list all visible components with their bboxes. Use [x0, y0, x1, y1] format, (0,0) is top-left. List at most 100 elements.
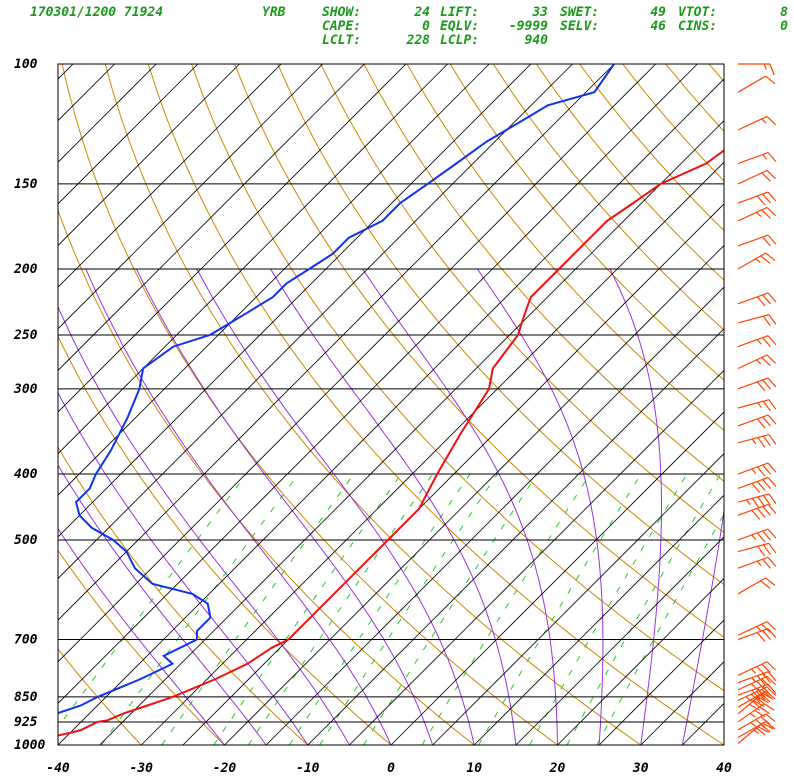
moist-adiabat-35 — [681, 507, 724, 745]
barb-feather — [756, 532, 766, 543]
wind-barb — [737, 671, 777, 686]
isotherm--30 — [140, 161, 724, 745]
barb-feather — [762, 479, 771, 489]
barb-feather — [751, 468, 757, 474]
mixing-ratio-0.2 — [100, 473, 299, 745]
mixing-ratio-2 — [319, 473, 498, 745]
barb-feather — [756, 632, 766, 642]
barb-staff — [737, 252, 767, 270]
dry-adiabat-100 — [406, 64, 724, 432]
barb-feather — [762, 530, 771, 541]
barb-staff — [737, 234, 769, 247]
wind-barb — [737, 354, 777, 370]
barb-feather — [753, 700, 765, 708]
barb-feather — [761, 663, 771, 673]
barb-staff — [737, 577, 767, 595]
wind-barb — [737, 528, 777, 543]
wind-barb — [737, 675, 777, 693]
isotherm--50 — [58, 64, 657, 663]
wind-barb — [737, 377, 777, 392]
dry-adiabat-130 — [535, 64, 724, 281]
x-tick-label: -30 — [130, 761, 154, 776]
temperature-profile — [58, 149, 724, 737]
index-label-show: SHOW: — [322, 5, 361, 20]
plot-frame — [57, 63, 725, 746]
y-tick-label: 850 — [14, 690, 38, 705]
barb-staff — [737, 292, 769, 305]
barb-staff — [737, 335, 769, 348]
y-tick-label: 400 — [14, 467, 38, 482]
isotherm-15 — [515, 536, 724, 745]
barb-feather — [756, 296, 766, 307]
barb-staff — [737, 399, 770, 409]
barb-feather — [750, 722, 756, 727]
y-tick-label: 700 — [14, 633, 38, 648]
barb-staff — [737, 169, 768, 185]
y-tick-label: 250 — [13, 328, 38, 343]
index-value-swet: 49 — [650, 5, 666, 20]
wind-barb — [737, 292, 777, 307]
isotherm--55 — [58, 64, 615, 621]
barb-staff — [737, 152, 769, 165]
barb-feather — [763, 63, 767, 70]
index-label-cape: CAPE: — [322, 19, 361, 34]
barb-feather — [763, 703, 775, 711]
barb-feather — [757, 545, 766, 557]
barb-feather — [768, 493, 777, 504]
x-tick-label: -40 — [46, 761, 70, 776]
moist-adiabat--5 — [58, 305, 350, 745]
barb-feather — [756, 626, 762, 632]
mixing-ratio-8 — [478, 473, 642, 745]
wind-barb — [737, 252, 776, 270]
barb-feather — [767, 628, 777, 639]
wind-barb — [738, 63, 775, 76]
isotherm--95 — [58, 64, 282, 288]
barb-staff — [737, 542, 770, 553]
barb-feather — [760, 716, 771, 725]
barb-feather — [750, 668, 757, 674]
barb-feather — [751, 483, 761, 493]
barb-feather — [767, 528, 777, 539]
barb-feather — [756, 466, 766, 477]
barb-feather — [766, 686, 777, 696]
barb-feather — [756, 666, 766, 676]
barb-feather — [768, 314, 777, 325]
y-tick-label: 300 — [13, 382, 38, 397]
barb-feather — [756, 507, 766, 518]
barb-feather — [756, 339, 762, 345]
barb-feather — [756, 381, 766, 392]
index-label-eqlv: EQLV: — [440, 19, 479, 34]
y-tick-label: 925 — [14, 715, 38, 730]
isotherm-45 — [766, 64, 794, 745]
barb-feather — [759, 706, 770, 715]
barb-feather — [755, 726, 766, 736]
isotherm-10 — [473, 494, 724, 745]
barb-feather — [766, 661, 777, 671]
wind-barb — [737, 621, 777, 636]
dry-adiabat-160 — [665, 64, 724, 132]
x-tick-label: 20 — [549, 761, 566, 776]
barb-feather — [748, 703, 761, 711]
isotherm--10 — [307, 328, 724, 745]
barb-staff — [737, 377, 769, 390]
x-tick-label: -10 — [296, 761, 320, 776]
barb-feather — [754, 709, 766, 718]
index-label-selv: SELV: — [560, 19, 599, 34]
barb-feather — [750, 683, 761, 693]
wind-barb — [737, 661, 777, 676]
barb-feather — [767, 335, 777, 346]
index-value-lclp: 940 — [525, 33, 549, 48]
wind-barb — [737, 414, 777, 429]
isotherm--65 — [58, 64, 532, 538]
isobars — [58, 64, 724, 745]
x-tick-label: 0 — [387, 761, 395, 776]
barb-feather — [757, 726, 769, 734]
barb-feather — [751, 534, 757, 540]
wind-barb — [737, 692, 774, 715]
barb-feather — [757, 696, 769, 704]
x-tick-label: 30 — [632, 761, 649, 776]
isotherm-30 — [640, 661, 724, 745]
dewpoint-profile — [58, 64, 615, 715]
isotherm--70 — [58, 64, 490, 496]
